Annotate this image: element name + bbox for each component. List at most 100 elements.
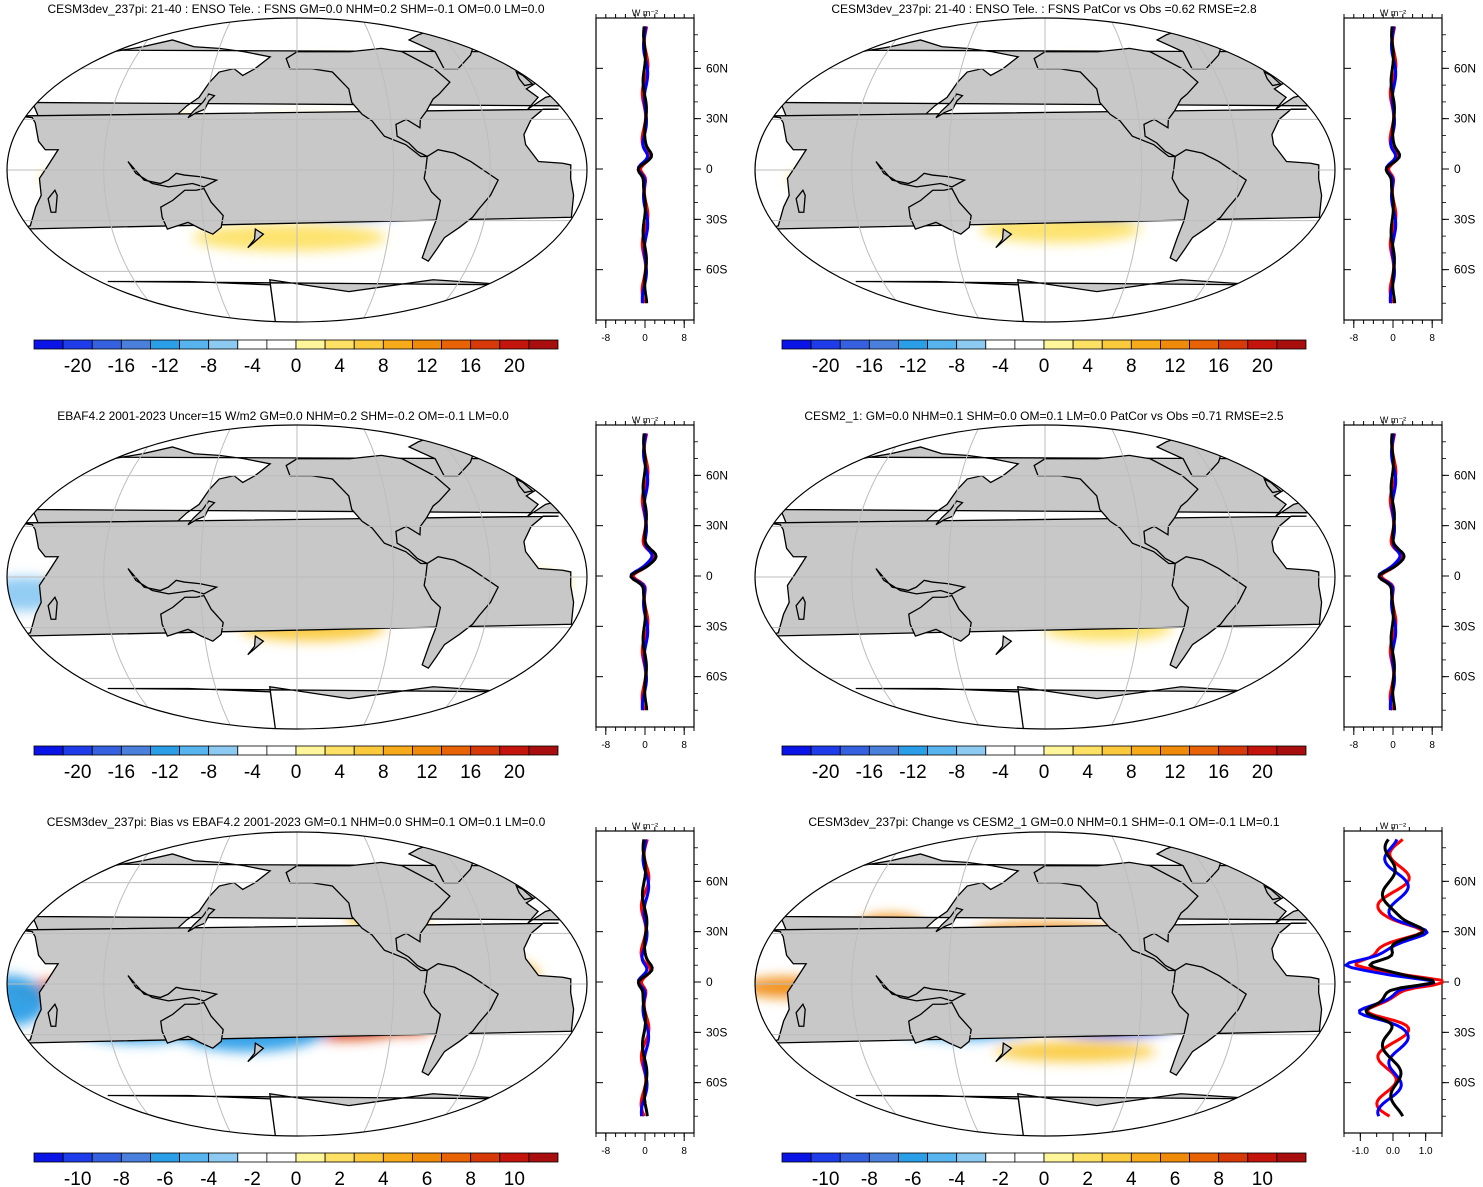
zonal-y-tick-label: 0: [1454, 569, 1461, 583]
land-antarctica: [107, 686, 511, 729]
graticule: [7, 18, 587, 322]
colorbar-swatch: [237, 745, 268, 756]
land-australia: [908, 187, 972, 235]
colorbar-tick-label: 2: [334, 1169, 345, 1187]
colorbar-swatch: [150, 339, 180, 350]
zonal-x-tick-label: 8: [1429, 333, 1435, 344]
zonal-x-tick-label: 8: [681, 740, 687, 751]
longitude-line: [426, 832, 491, 1136]
zonal-y-tick-label: 30N: [1454, 112, 1476, 126]
land-africa: [765, 108, 1323, 230]
map-border: [754, 17, 1336, 323]
colorbar-swatch: [1130, 745, 1161, 756]
colorbar-tick-label: 0: [291, 1169, 302, 1187]
colorbar-panel-1: -20 -16 -12 -8 -4 0 4 8 12 16 20: [33, 339, 559, 377]
colorbar-swatch: [1014, 745, 1045, 756]
colorbar-tick-label: -8: [200, 762, 217, 783]
colorbar-tick-label: 20: [504, 762, 525, 783]
colorbar-swatch: [781, 1152, 812, 1163]
anomaly-blob: [994, 1041, 1156, 1062]
colorbar-swatch: [1130, 339, 1161, 350]
colorbar-tick-label: -12: [151, 356, 178, 377]
colorbar-swatch: [295, 745, 326, 756]
map-panel-3: [6, 424, 588, 730]
colorbar-swatch: [1014, 1152, 1045, 1163]
colorbar-tick-label: 0: [1039, 1169, 1050, 1187]
colorbar-swatch: [1276, 339, 1307, 350]
colorbar-swatch: [1189, 1152, 1220, 1163]
zonal-mean-plot-panel-2: W m⁻² -8 0 8 60N 30N 0 30S 60S: [1343, 8, 1476, 344]
colorbar-swatch: [1247, 1152, 1278, 1163]
zonal-mean-plot-panel-1: W m⁻² -8 0 8 60N 30N 0 30S 60S: [595, 8, 728, 344]
colorbar-tick-label: -20: [812, 356, 839, 377]
panel-1-title: CESM3dev_237pi: 21-40 : ENSO Tele. : FSN…: [47, 2, 544, 16]
land-namerica: [285, 454, 451, 565]
anomaly-blob: [192, 224, 387, 252]
colorbar-tick-label: -8: [861, 1169, 878, 1187]
land-antarctica: [107, 279, 511, 322]
colorbar-panel-6: -10 -8 -6 -4 -2 0 2 4 6 8 10: [781, 1152, 1307, 1187]
zonal-y-tick-label: 60N: [706, 468, 728, 482]
land-japan: [935, 93, 964, 119]
colorbar-tick-label: -12: [899, 356, 926, 377]
colorbar-swatch: [324, 339, 355, 350]
colorbar-tick-label: -10: [812, 1169, 839, 1187]
land-madagascar: [47, 189, 58, 213]
colorbar-tick-label: -4: [948, 1169, 965, 1187]
zonal-y-tick-label: 60N: [706, 61, 728, 75]
zonal-unit-label: W m⁻²: [1380, 8, 1406, 18]
longitude-line: [947, 425, 981, 729]
colorbar-swatch: [1101, 339, 1132, 350]
land-africa: [17, 922, 575, 1044]
colorbar-swatch: [781, 745, 812, 756]
colorbar-swatch: [1072, 1152, 1103, 1163]
zonal-x-tick-label: 0.0: [1386, 1146, 1400, 1157]
land-uk: [1263, 70, 1282, 87]
colorbar-tick-label: 16: [460, 762, 481, 783]
longitude-line: [1109, 425, 1143, 729]
colorbar-tick-label: 16: [1208, 356, 1229, 377]
colorbar-tick-label: 8: [378, 762, 389, 783]
longitude-line: [1174, 832, 1239, 1136]
colorbar-swatch: [150, 1152, 180, 1163]
colorbar-swatch: [868, 745, 899, 756]
colorbar-tick-label: -6: [905, 1169, 922, 1187]
colorbar-tick-label: 12: [416, 762, 437, 783]
colorbar-tick-label: -16: [856, 762, 883, 783]
zonal-line-black: [636, 26, 654, 304]
longitude-line: [361, 425, 395, 729]
zonal-y-tick-label: 60N: [706, 874, 728, 888]
land-nz: [995, 1041, 1013, 1063]
colorbar-tick-label: -8: [948, 762, 965, 783]
colorbar-tick-label: -6: [157, 1169, 174, 1187]
colorbar-swatch: [956, 339, 987, 350]
longitude-line: [1174, 425, 1239, 729]
zonal-y-tick-label: 60S: [706, 1076, 727, 1090]
colorbar-swatch: [1072, 339, 1103, 350]
colorbar-swatch: [382, 745, 413, 756]
colorbar-swatch: [295, 339, 326, 350]
zonal-y-tick-label: 30S: [1454, 1025, 1475, 1039]
colorbar-swatch: [927, 1152, 958, 1163]
land-madagascar: [47, 1003, 58, 1027]
colorbar-swatch: [868, 1152, 899, 1163]
colorbar-swatch: [208, 745, 239, 756]
colorbar-panel-4: -20 -16 -12 -8 -4 0 4 8 12 16 20: [781, 745, 1307, 783]
colorbar-tick-label: -4: [200, 1169, 217, 1187]
colorbar-swatch: [1247, 745, 1278, 756]
land-namerica: [1033, 861, 1199, 972]
colorbar-swatch: [1101, 1152, 1132, 1163]
zonal-x-tick-label: 8: [681, 333, 687, 344]
colorbar-swatch: [412, 745, 442, 756]
land-australia: [908, 1001, 972, 1049]
land-nz: [247, 634, 265, 656]
colorbar-tick-label: 10: [1252, 1169, 1273, 1187]
colorbar-swatch: [1160, 1152, 1190, 1163]
map-panel-6: [754, 831, 1336, 1137]
land-africa: [17, 515, 575, 637]
colorbar-tick-label: -4: [244, 762, 261, 783]
land-japan: [935, 907, 964, 933]
zonal-y-tick-label: 30N: [706, 925, 728, 939]
longitude-line: [947, 18, 981, 322]
colorbar-swatch: [1160, 339, 1190, 350]
